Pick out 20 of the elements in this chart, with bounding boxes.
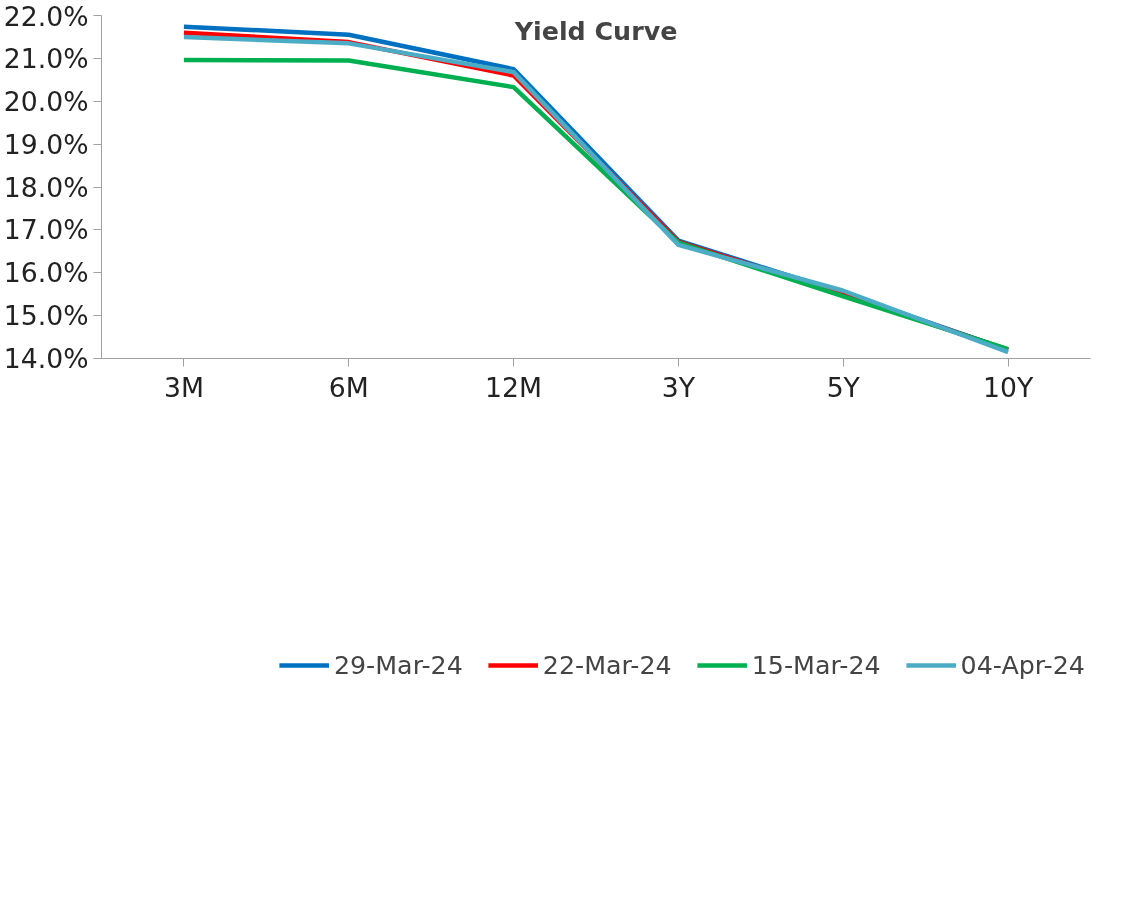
- y-tick-label: 17.0%: [3, 214, 89, 246]
- legend-label: 29-Mar-24: [333, 650, 463, 680]
- x-tick-label: 10Y: [982, 371, 1034, 403]
- x-tick-label: 12M: [485, 371, 543, 403]
- chart-title: Yield Curve: [513, 15, 678, 46]
- y-tick-label: 21.0%: [3, 42, 89, 74]
- y-tick-label: 18.0%: [3, 171, 89, 203]
- legend-label: 15-Mar-24: [751, 650, 881, 680]
- legend-label: 04-Apr-24: [960, 650, 1085, 680]
- y-tick-label: 16.0%: [3, 257, 89, 289]
- y-tick-label: 19.0%: [3, 128, 89, 160]
- y-tick-label: 15.0%: [3, 300, 89, 332]
- x-tick-label: 5Y: [826, 371, 861, 403]
- x-tick-label: 6M: [328, 371, 369, 403]
- x-tick-label: 3Y: [661, 371, 696, 403]
- y-tick-label: 14.0%: [3, 343, 89, 374]
- y-tick-label: 22.0%: [3, 0, 89, 32]
- x-tick-label: 3M: [163, 371, 204, 403]
- y-tick-label: 20.0%: [3, 85, 89, 117]
- legend-label: 22-Mar-24: [542, 650, 672, 680]
